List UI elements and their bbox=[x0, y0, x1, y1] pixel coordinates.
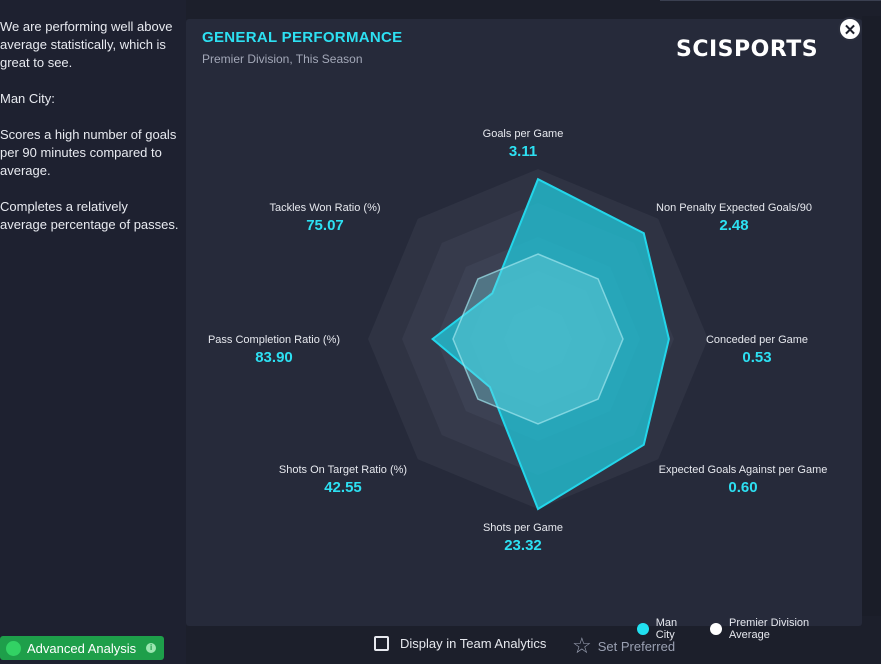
legend-item-average: Premier Division Average bbox=[710, 617, 850, 641]
card-subtitle: Premier Division, This Season bbox=[202, 52, 363, 66]
analysis-text: We are performing well above average sta… bbox=[0, 18, 182, 252]
axis-label: Shots On Target Ratio (%) 42.55 bbox=[243, 464, 443, 496]
analysis-icon bbox=[6, 640, 21, 656]
radar-chart bbox=[368, 169, 708, 511]
axis-label: Expected Goals Against per Game 0.60 bbox=[643, 464, 843, 496]
radar-series-man-city bbox=[431, 177, 670, 511]
display-in-team-analytics-toggle[interactable]: Display in Team Analytics bbox=[374, 636, 546, 651]
axis-name: Conceded per Game bbox=[705, 334, 809, 346]
axis-value: 0.53 bbox=[742, 349, 772, 366]
axis-label: Tackles Won Ratio (%) 75.07 bbox=[225, 202, 425, 234]
legend-label-average: Premier Division Average bbox=[729, 617, 810, 641]
axis-value: 42.55 bbox=[324, 479, 362, 496]
axis-value: 83.90 bbox=[255, 349, 293, 366]
axis-name: Expected Goals Against per Game bbox=[658, 464, 828, 476]
axis-name: Shots On Target Ratio (%) bbox=[278, 464, 408, 476]
scisports-logo: SCISPORTS bbox=[676, 37, 819, 62]
axis-value: 75.07 bbox=[306, 217, 344, 234]
legend-item-man-city: Man City bbox=[637, 617, 698, 641]
axis-name: Goals per Game bbox=[482, 128, 564, 140]
axis-value: 0.60 bbox=[728, 479, 758, 496]
legend-label-man-city: Man City bbox=[655, 617, 678, 641]
axis-label: Non Penalty Expected Goals/90 2.48 bbox=[634, 202, 834, 234]
info-icon[interactable]: i bbox=[146, 643, 157, 653]
chart-legend: Man City Premier Division Average bbox=[637, 617, 862, 641]
card-title: GENERAL PERFORMANCE bbox=[202, 29, 403, 46]
axis-name: Non Penalty Expected Goals/90 bbox=[656, 202, 812, 214]
axis-value: 2.48 bbox=[719, 217, 749, 234]
axis-label: Conceded per Game 0.53 bbox=[657, 334, 857, 366]
display-in-team-analytics-label: Display in Team Analytics bbox=[400, 636, 547, 651]
legend-swatch-average bbox=[710, 623, 723, 635]
analysis-paragraph-team: Man City: bbox=[0, 91, 55, 106]
advanced-analysis-button[interactable]: Advanced Analysis i bbox=[0, 636, 164, 660]
advanced-analysis-label: Advanced Analysis bbox=[27, 640, 137, 656]
set-preferred-button[interactable]: ☆ Set Preferred bbox=[572, 635, 675, 657]
set-preferred-label: Set Preferred bbox=[597, 638, 676, 654]
star-icon: ☆ bbox=[572, 633, 592, 658]
axis-label: Shots per Game 23.32 bbox=[423, 522, 623, 554]
general-performance-card: GENERAL PERFORMANCE Premier Division, Th… bbox=[186, 19, 862, 641]
analysis-paragraph-passes: Completes a relatively average percentag… bbox=[0, 199, 179, 232]
axis-label: Goals per Game 3.11 bbox=[423, 128, 623, 160]
analysis-sidebar: We are performing well above average sta… bbox=[0, 0, 186, 664]
close-icon[interactable]: ✕ bbox=[838, 17, 862, 41]
axis-name: Tackles Won Ratio (%) bbox=[269, 202, 381, 214]
axis-name: Pass Completion Ratio (%) bbox=[207, 334, 341, 346]
axis-value: 3.11 bbox=[508, 143, 538, 160]
radar-series bbox=[431, 177, 670, 511]
radar-series-average bbox=[452, 253, 624, 425]
background-panel-edge bbox=[660, 0, 881, 17]
analysis-paragraph-goals: Scores a high number of goals per 90 min… bbox=[0, 127, 177, 178]
axis-label: Pass Completion Ratio (%) 83.90 bbox=[174, 334, 374, 366]
axis-name: Shots per Game bbox=[482, 522, 564, 534]
background-panel-right bbox=[862, 16, 881, 616]
analysis-paragraph-summary: We are performing well above average sta… bbox=[0, 19, 173, 70]
axis-value: 23.32 bbox=[504, 537, 542, 554]
checkbox-icon[interactable] bbox=[374, 636, 389, 651]
legend-swatch-man-city bbox=[637, 623, 649, 635]
